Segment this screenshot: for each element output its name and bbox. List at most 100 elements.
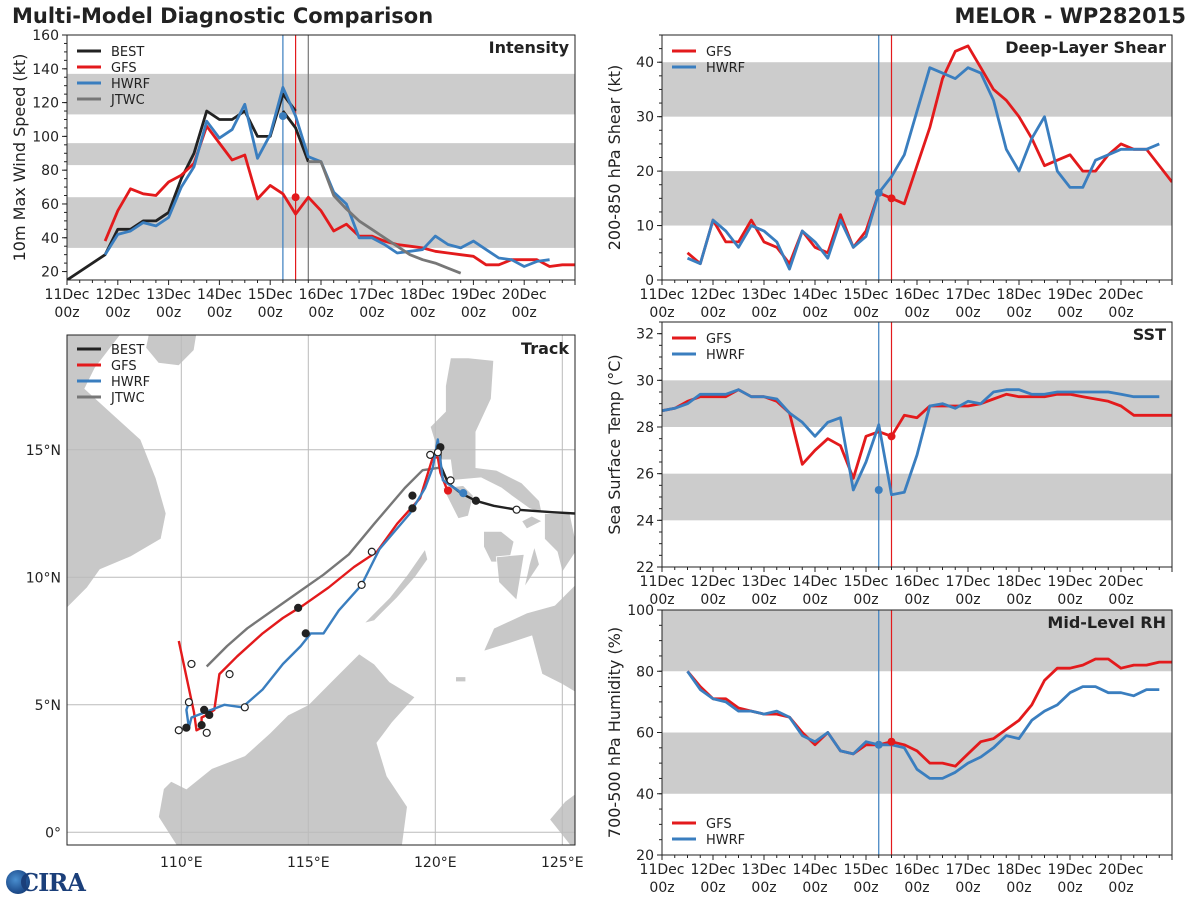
track-point bbox=[240, 703, 249, 712]
legend-label: GFS bbox=[111, 61, 137, 76]
hainan-land bbox=[145, 335, 197, 367]
legend-label: GFS bbox=[706, 332, 732, 347]
x-tick-day: 18Dec bbox=[997, 287, 1042, 303]
init-marker bbox=[874, 486, 883, 494]
x-tick-day: 17Dec bbox=[946, 287, 991, 303]
x-tick-day: 12Dec bbox=[95, 287, 140, 303]
plot-group: 20 40 60 80 100 11Dec 00z 12Dec 00z 13Dec 00z 14Dec… bbox=[605, 603, 1173, 896]
page-title: Multi-Model Diagnostic Comparison bbox=[12, 4, 434, 28]
y-tick-label: 22 bbox=[636, 560, 654, 576]
legend-label: HWRF bbox=[111, 77, 150, 92]
x-tick-day: 18Dec bbox=[997, 574, 1042, 590]
y-tick-label: 0 bbox=[645, 273, 654, 289]
lat-tick-label: 5°N bbox=[35, 698, 61, 714]
shaded-band bbox=[662, 380, 1172, 427]
panel-title: SST bbox=[1133, 325, 1166, 344]
x-tick-hour: 00z bbox=[1108, 305, 1133, 321]
mindanao-land bbox=[482, 584, 575, 693]
x-tick-hour: 00z bbox=[54, 305, 79, 321]
init-marker bbox=[874, 740, 883, 749]
x-tick-day: 13Dec bbox=[146, 287, 191, 303]
y-tick-label: 30 bbox=[636, 110, 654, 126]
x-tick-hour: 00z bbox=[1006, 880, 1031, 896]
x-tick-hour: 00z bbox=[308, 305, 333, 321]
logo-text: CIRA bbox=[20, 868, 86, 897]
x-tick-day: 15Dec bbox=[248, 287, 293, 303]
x-tick-hour: 00z bbox=[853, 305, 878, 321]
storm-title: MELOR - WP282015 bbox=[954, 4, 1186, 28]
track-point bbox=[408, 504, 417, 513]
x-tick-day: 11Dec bbox=[640, 287, 685, 303]
series-group bbox=[67, 86, 575, 280]
y-tick-label: 40 bbox=[41, 231, 59, 247]
map-group bbox=[67, 335, 575, 845]
track-point bbox=[182, 723, 191, 732]
x-tick-day: 19Dec bbox=[1048, 862, 1093, 878]
x-tick-hour: 00z bbox=[751, 880, 776, 896]
legend-label: BEST bbox=[111, 45, 144, 60]
intensity-chart: 20 40 60 80 100 120 140 160 11Dec 00z 12Dec 00z 13De… bbox=[10, 28, 576, 321]
x-tick-day: 16Dec bbox=[895, 574, 940, 590]
shaded-band bbox=[662, 610, 1172, 672]
lon-tick-label: 115°E bbox=[287, 855, 330, 871]
track-point bbox=[357, 580, 366, 590]
shaded-band bbox=[67, 73, 575, 115]
init-marker bbox=[291, 193, 300, 202]
track-point bbox=[184, 698, 194, 707]
track-point bbox=[446, 476, 455, 485]
track-point bbox=[225, 670, 234, 679]
track-point bbox=[426, 450, 435, 459]
x-tick-day: 17Dec bbox=[946, 574, 991, 590]
track-point bbox=[197, 721, 206, 730]
y-axis-label: 700-500 hPa Humidity (%) bbox=[605, 627, 624, 838]
x-tick-day: 20Dec bbox=[1099, 287, 1144, 303]
y-tick-label: 28 bbox=[636, 420, 654, 436]
globe-icon bbox=[6, 870, 30, 894]
legend-label: JTWC bbox=[110, 93, 145, 108]
y-tick-label: 32 bbox=[636, 327, 654, 343]
x-tick-day: 14Dec bbox=[197, 287, 242, 303]
init-marker bbox=[887, 432, 896, 441]
x-tick-hour: 00z bbox=[1108, 880, 1133, 896]
lat-tick-label: 0° bbox=[45, 825, 61, 841]
rh-chart: 20 40 60 80 100 11Dec 00z 12Dec 00z 13Dec 00z 14Dec… bbox=[605, 603, 1173, 896]
x-tick-day: 16Dec bbox=[299, 287, 344, 303]
track-point bbox=[294, 603, 303, 612]
series-line-gfs bbox=[103, 124, 575, 268]
x-tick-hour: 00z bbox=[853, 592, 878, 608]
palawan-land bbox=[362, 548, 429, 624]
legend-label: HWRF bbox=[706, 348, 745, 363]
x-tick-hour: 00z bbox=[512, 305, 537, 321]
x-tick-day: 19Dec bbox=[451, 287, 496, 303]
x-tick-hour: 00z bbox=[802, 305, 827, 321]
series-line-hwrf bbox=[686, 66, 1160, 271]
y-tick-label: 30 bbox=[636, 373, 654, 389]
y-tick-label: 60 bbox=[636, 726, 654, 742]
x-tick-day: 14Dec bbox=[793, 862, 838, 878]
x-tick-day: 15Dec bbox=[844, 287, 889, 303]
lat-tick-label: 10°N bbox=[26, 570, 61, 586]
x-tick-hour: 00z bbox=[156, 305, 181, 321]
init-marker bbox=[887, 194, 896, 203]
track-map: 110°E 115°E 120°E 125°E 0° 5°N 10°N 15°N Track BE… bbox=[26, 334, 584, 871]
x-tick-hour: 00z bbox=[700, 880, 725, 896]
indochina-land bbox=[67, 335, 167, 609]
track-point bbox=[301, 629, 310, 638]
shear-chart: 0 10 20 30 40 11Dec 00z 12Dec 00z 13Dec 00z 14Dec 00… bbox=[605, 34, 1173, 321]
lat-tick-label: 15°N bbox=[26, 443, 61, 459]
init-marker bbox=[887, 737, 896, 746]
lon-tick-label: 110°E bbox=[160, 855, 203, 871]
shaded-band bbox=[662, 473, 1172, 521]
series-line-best bbox=[67, 92, 297, 280]
x-tick-hour: 00z bbox=[649, 305, 674, 321]
legend-label: HWRF bbox=[706, 833, 745, 848]
panel-title: Mid-Level RH bbox=[1047, 613, 1166, 632]
series-line-hwrf bbox=[686, 670, 1160, 780]
legend-label: GFS bbox=[706, 817, 732, 832]
x-tick-hour: 00z bbox=[700, 305, 725, 321]
y-tick-label: 160 bbox=[32, 28, 59, 44]
sst-chart: 22 24 26 28 30 32 11Dec 00z 12Dec 00z 13Dec 00z 14De… bbox=[605, 321, 1173, 608]
track-point bbox=[200, 705, 209, 714]
track-point bbox=[187, 659, 196, 669]
x-tick-day: 14Dec bbox=[793, 574, 838, 590]
